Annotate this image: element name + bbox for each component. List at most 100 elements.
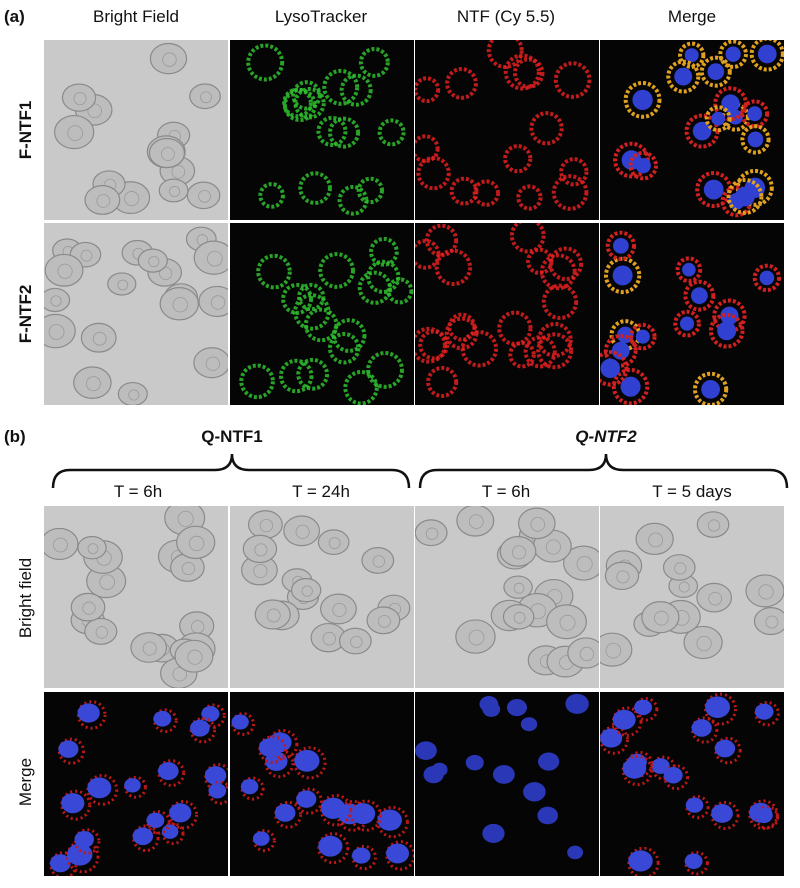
cell-signal xyxy=(621,754,654,787)
cell xyxy=(158,178,189,203)
cell-signal xyxy=(377,118,406,147)
nucleus xyxy=(87,543,99,555)
cell-signal xyxy=(628,150,658,181)
cell-signal xyxy=(157,759,186,787)
cell-signal xyxy=(678,41,706,69)
nucleus xyxy=(50,295,62,307)
cell-signal xyxy=(611,367,650,405)
column-header: NTF (Cy 5.5) xyxy=(457,7,555,26)
nucleus xyxy=(187,649,203,665)
nucleus xyxy=(208,783,227,799)
nucleus xyxy=(189,535,205,552)
nucleus xyxy=(513,582,525,594)
cell xyxy=(186,181,221,210)
nucleus xyxy=(545,539,561,555)
image-background xyxy=(415,40,599,220)
cell xyxy=(189,83,221,110)
nucleus xyxy=(258,738,281,757)
cell xyxy=(149,42,188,75)
nucleus xyxy=(538,752,560,771)
cell-signal xyxy=(512,57,545,89)
cell-signal xyxy=(267,728,299,760)
cell-signal xyxy=(503,53,541,91)
nucleus xyxy=(301,585,313,597)
nucleus xyxy=(96,194,111,208)
cell-signal xyxy=(343,370,379,405)
nucleus xyxy=(58,740,79,758)
cells xyxy=(415,40,592,211)
nucleus xyxy=(172,297,188,313)
nucleus xyxy=(351,847,371,864)
cell-signal xyxy=(86,773,119,806)
cell-signal xyxy=(548,246,584,282)
nucleus xyxy=(711,111,726,126)
cell-signal xyxy=(295,787,323,815)
cell xyxy=(517,507,556,540)
cell xyxy=(44,253,84,287)
cell xyxy=(148,137,185,169)
cell-signal xyxy=(415,134,440,164)
cell xyxy=(753,607,784,636)
cell xyxy=(247,510,283,540)
cell xyxy=(137,248,168,273)
nucleus xyxy=(482,823,505,843)
cell-signal xyxy=(434,248,473,287)
nucleus xyxy=(651,758,670,774)
nucleus xyxy=(612,265,633,286)
cell-signal xyxy=(201,703,226,729)
cell-signal xyxy=(673,309,701,338)
nucleus xyxy=(253,563,268,579)
row-label: Bright field xyxy=(16,558,35,638)
nucleus xyxy=(153,710,172,727)
nucleus xyxy=(754,703,774,720)
cell-signal xyxy=(497,310,533,346)
micrograph xyxy=(44,692,228,876)
nucleus xyxy=(206,250,223,267)
cells xyxy=(415,693,589,860)
image-background xyxy=(230,223,414,405)
cell xyxy=(61,83,97,112)
brace xyxy=(418,453,789,489)
cell-signal xyxy=(293,87,326,120)
micrograph xyxy=(600,692,784,876)
nucleus xyxy=(80,249,93,262)
cell xyxy=(77,535,107,560)
cell-signal xyxy=(749,40,784,72)
nucleus xyxy=(765,615,779,629)
cell-signal xyxy=(415,326,447,364)
cell-signal xyxy=(328,116,361,149)
cell-signal xyxy=(231,712,256,736)
nucleus xyxy=(684,48,699,63)
cell-signal xyxy=(623,80,662,119)
cells xyxy=(415,506,599,678)
cells xyxy=(240,510,411,655)
nucleus xyxy=(124,191,140,207)
cell-signal xyxy=(386,277,414,305)
cells xyxy=(44,226,228,405)
nucleus xyxy=(725,46,741,62)
nucleus xyxy=(157,762,179,781)
nucleus xyxy=(711,804,733,823)
cell-signal xyxy=(713,86,748,121)
nucleus xyxy=(632,89,653,111)
cell-signal xyxy=(509,223,546,254)
cell xyxy=(70,592,106,622)
nucleus xyxy=(350,803,376,825)
cell-signal xyxy=(708,312,745,349)
cell-signal xyxy=(559,157,589,187)
nucleus xyxy=(679,316,695,331)
nucleus xyxy=(259,518,274,533)
cell-signal xyxy=(684,850,709,876)
cell-signal xyxy=(331,318,367,353)
micrograph xyxy=(600,40,784,220)
nucleus xyxy=(492,765,515,784)
cell xyxy=(44,527,79,561)
nucleus xyxy=(634,699,653,716)
cell-signal xyxy=(503,144,533,174)
cells xyxy=(613,40,784,218)
nucleus xyxy=(350,635,363,649)
nucleus xyxy=(616,570,630,584)
nucleus xyxy=(468,514,484,529)
cell-signal xyxy=(445,67,478,100)
cell-signal xyxy=(472,179,501,207)
